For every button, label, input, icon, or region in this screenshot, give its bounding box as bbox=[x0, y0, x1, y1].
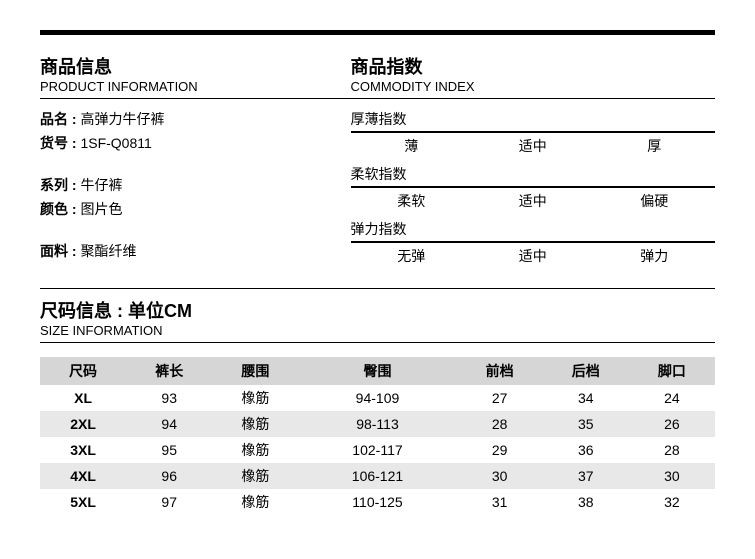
cell: 97 bbox=[126, 489, 212, 515]
info-index-row: 商品信息 PRODUCT INFORMATION 品名 : 高弹力牛仔裤 货号 … bbox=[40, 53, 715, 274]
softness-opt-1: 适中 bbox=[472, 188, 594, 211]
cell: 橡筋 bbox=[212, 437, 298, 463]
table-row: 2XL94橡筋98-113283526 bbox=[40, 411, 715, 437]
color-value: 图片色 bbox=[80, 201, 122, 217]
cell: 橡筋 bbox=[212, 489, 298, 515]
fabric-label: 面料 : bbox=[40, 241, 77, 261]
info-sku: 货号 : 1SF-Q0811 bbox=[40, 133, 351, 153]
thickness-scale: 薄 适中 厚 bbox=[351, 131, 716, 156]
softness-opt-0: 柔软 bbox=[351, 188, 473, 211]
thickness-opt-1: 适中 bbox=[472, 133, 594, 156]
table-row: 4XL96橡筋106-121303730 bbox=[40, 463, 715, 489]
cell: 28 bbox=[457, 411, 543, 437]
cell: 橡筋 bbox=[212, 411, 298, 437]
size-info-section: 尺码信息 : 单位CM SIZE INFORMATION 尺码 裤长 腰围 臀围… bbox=[40, 297, 715, 515]
cell: 2XL bbox=[40, 411, 126, 437]
fabric-value: 聚酯纤维 bbox=[80, 243, 136, 259]
h-hip: 臀围 bbox=[298, 357, 456, 385]
h-waist: 腰围 bbox=[212, 357, 298, 385]
product-title-en: PRODUCT INFORMATION bbox=[40, 79, 351, 99]
thickness-label: 厚薄指数 bbox=[351, 109, 716, 129]
cell: 32 bbox=[629, 489, 715, 515]
series-label: 系列 : bbox=[40, 175, 77, 195]
table-row: XL93橡筋94-109273424 bbox=[40, 385, 715, 411]
index-title-en: COMMODITY INDEX bbox=[351, 79, 716, 99]
mid-rule bbox=[40, 288, 715, 289]
cell: 5XL bbox=[40, 489, 126, 515]
sku-value: 1SF-Q0811 bbox=[80, 135, 151, 151]
cell: 34 bbox=[543, 385, 629, 411]
h-front: 前档 bbox=[457, 357, 543, 385]
cell: 37 bbox=[543, 463, 629, 489]
cell: 30 bbox=[457, 463, 543, 489]
info-color: 颜色 : 图片色 bbox=[40, 199, 351, 219]
commodity-index-section: 商品指数 COMMODITY INDEX 厚薄指数 薄 适中 厚 柔软指数 柔软… bbox=[351, 53, 716, 274]
table-row: 3XL95橡筋102-117293628 bbox=[40, 437, 715, 463]
cell: 96 bbox=[126, 463, 212, 489]
stretch-scale: 无弹 适中 弹力 bbox=[351, 241, 716, 266]
name-value: 高弹力牛仔裤 bbox=[80, 111, 164, 127]
cell: 3XL bbox=[40, 437, 126, 463]
top-rule bbox=[40, 30, 715, 35]
info-series: 系列 : 牛仔裤 bbox=[40, 175, 351, 195]
thickness-opt-2: 厚 bbox=[594, 133, 716, 156]
info-fabric: 面料 : 聚酯纤维 bbox=[40, 241, 351, 261]
softness-opt-2: 偏硬 bbox=[594, 188, 716, 211]
cell: 110-125 bbox=[298, 489, 456, 515]
cell: 106-121 bbox=[298, 463, 456, 489]
size-title-cn: 尺码信息 : 单位CM bbox=[40, 297, 715, 323]
cell: 26 bbox=[629, 411, 715, 437]
info-name: 品名 : 高弹力牛仔裤 bbox=[40, 109, 351, 129]
cell: 4XL bbox=[40, 463, 126, 489]
thickness-opt-0: 薄 bbox=[351, 133, 473, 156]
color-label: 颜色 : bbox=[40, 199, 77, 219]
cell: 36 bbox=[543, 437, 629, 463]
cell: 94 bbox=[126, 411, 212, 437]
sku-label: 货号 : bbox=[40, 133, 77, 153]
table-row: 5XL97橡筋110-125313832 bbox=[40, 489, 715, 515]
softness-scale: 柔软 适中 偏硬 bbox=[351, 186, 716, 211]
stretch-label: 弹力指数 bbox=[351, 219, 716, 239]
cell: 30 bbox=[629, 463, 715, 489]
cell: 95 bbox=[126, 437, 212, 463]
cell: 94-109 bbox=[298, 385, 456, 411]
size-header-row: 尺码 裤长 腰围 臀围 前档 后档 脚口 bbox=[40, 357, 715, 385]
stretch-opt-2: 弹力 bbox=[594, 243, 716, 266]
cell: 93 bbox=[126, 385, 212, 411]
cell: 橡筋 bbox=[212, 385, 298, 411]
size-body: XL93橡筋94-109273424 2XL94橡筋98-113283526 3… bbox=[40, 385, 715, 515]
cell: 橡筋 bbox=[212, 463, 298, 489]
h-back: 后档 bbox=[543, 357, 629, 385]
name-label: 品名 : bbox=[40, 109, 77, 129]
cell: 31 bbox=[457, 489, 543, 515]
size-title-en: SIZE INFORMATION bbox=[40, 323, 715, 343]
cell: 38 bbox=[543, 489, 629, 515]
softness-label: 柔软指数 bbox=[351, 164, 716, 184]
cell: 98-113 bbox=[298, 411, 456, 437]
cell: 28 bbox=[629, 437, 715, 463]
product-title-cn: 商品信息 bbox=[40, 53, 351, 79]
cell: 24 bbox=[629, 385, 715, 411]
h-leg: 脚口 bbox=[629, 357, 715, 385]
index-title-cn: 商品指数 bbox=[351, 53, 716, 79]
cell: XL bbox=[40, 385, 126, 411]
h-size: 尺码 bbox=[40, 357, 126, 385]
h-length: 裤长 bbox=[126, 357, 212, 385]
stretch-opt-1: 适中 bbox=[472, 243, 594, 266]
size-table: 尺码 裤长 腰围 臀围 前档 后档 脚口 XL93橡筋94-109273424 … bbox=[40, 357, 715, 515]
cell: 35 bbox=[543, 411, 629, 437]
cell: 27 bbox=[457, 385, 543, 411]
cell: 102-117 bbox=[298, 437, 456, 463]
stretch-opt-0: 无弹 bbox=[351, 243, 473, 266]
product-info-section: 商品信息 PRODUCT INFORMATION 品名 : 高弹力牛仔裤 货号 … bbox=[40, 53, 351, 274]
cell: 29 bbox=[457, 437, 543, 463]
series-value: 牛仔裤 bbox=[80, 177, 122, 193]
